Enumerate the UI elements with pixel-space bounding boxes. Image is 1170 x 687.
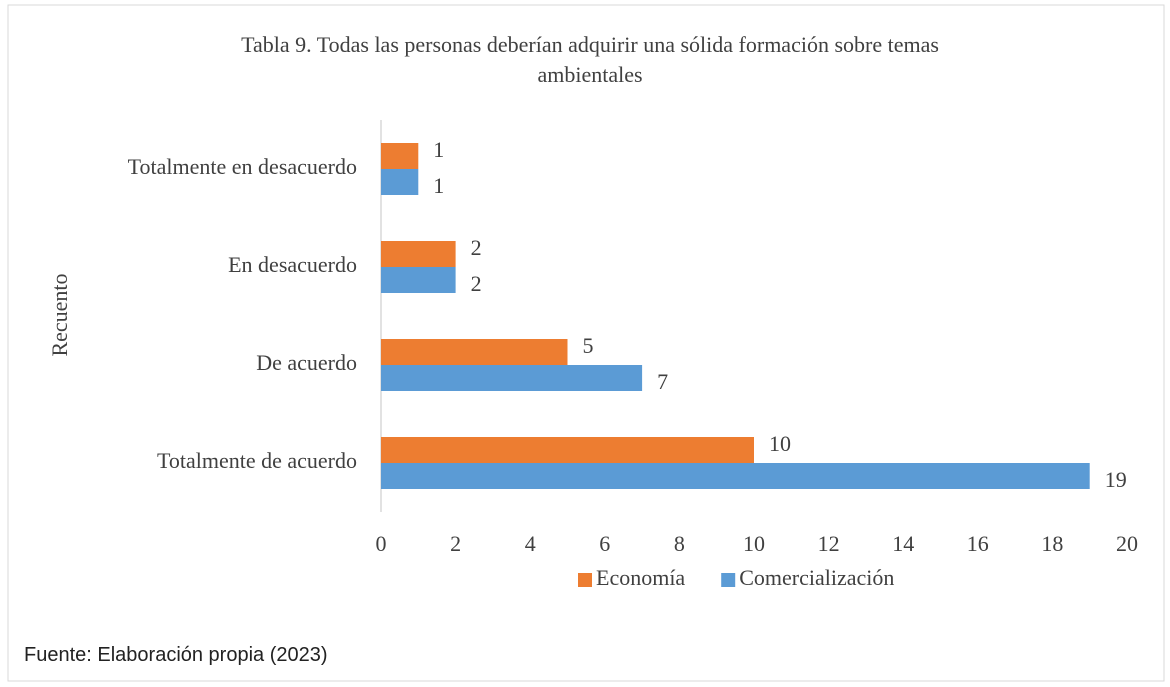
data-label: 19 (1105, 467, 1127, 492)
x-tick-label: 10 (743, 531, 765, 556)
x-tick-label: 12 (818, 531, 840, 556)
data-label: 1 (433, 137, 444, 162)
x-tick-label: 16 (967, 531, 989, 556)
x-tick-label: 4 (525, 531, 536, 556)
bar (381, 463, 1090, 489)
y-tick-label: De acuerdo (256, 350, 357, 375)
bar (381, 437, 754, 463)
bar (381, 143, 419, 169)
source-note: Fuente: Elaboración propia (2023) (24, 644, 328, 666)
chart-border (7, 4, 1165, 682)
y-tick-label: En desacuerdo (228, 252, 357, 277)
x-tick-label: 18 (1041, 531, 1063, 556)
x-tick-label: 2 (450, 531, 461, 556)
data-label: 2 (471, 235, 482, 260)
data-label: 2 (471, 271, 482, 296)
legend-label: Comercialización (739, 565, 894, 590)
data-label: 7 (657, 369, 668, 394)
data-label: 10 (769, 431, 791, 456)
legend-label: Economía (596, 565, 685, 590)
bar (381, 339, 568, 365)
x-tick-label: 6 (599, 531, 610, 556)
bar (381, 365, 643, 391)
data-label: 1 (433, 173, 444, 198)
x-tick-label: 8 (674, 531, 685, 556)
legend-swatch (578, 573, 592, 587)
x-tick-label: 0 (376, 531, 387, 556)
x-tick-label: 20 (1116, 531, 1138, 556)
bar (381, 267, 456, 293)
y-axis-label: Recuento (47, 273, 72, 356)
y-tick-label: Totalmente en desacuerdo (128, 154, 357, 179)
bar (381, 241, 456, 267)
x-tick-label: 14 (892, 531, 914, 556)
bar (381, 169, 419, 195)
data-label: 5 (583, 333, 594, 358)
legend-swatch (721, 573, 736, 587)
y-tick-label: Totalmente de acuerdo (157, 448, 357, 473)
chart-title: Tabla 9. Todas las personas deberían adq… (241, 32, 939, 87)
